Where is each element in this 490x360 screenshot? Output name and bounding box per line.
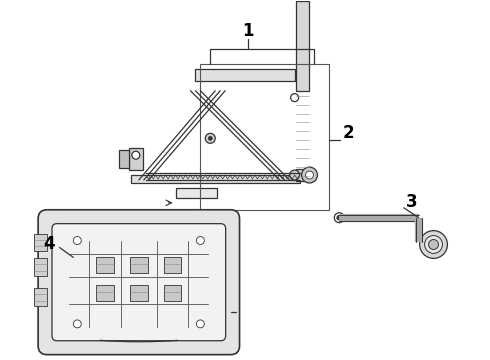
Bar (130, 257, 148, 273)
Circle shape (74, 320, 81, 328)
Bar (295, 169, 310, 181)
Circle shape (74, 237, 81, 244)
Circle shape (429, 239, 439, 249)
Circle shape (196, 320, 204, 328)
Bar (131, 175, 299, 183)
Circle shape (205, 133, 215, 143)
Bar (96, 257, 114, 273)
Text: 1: 1 (242, 22, 254, 40)
Bar (96, 285, 114, 301)
Bar (119, 150, 129, 168)
Circle shape (334, 213, 344, 223)
Circle shape (301, 167, 318, 183)
Circle shape (290, 170, 299, 180)
Bar (175, 188, 217, 198)
Bar (34, 234, 47, 251)
FancyBboxPatch shape (52, 224, 226, 341)
Circle shape (337, 215, 342, 220)
Text: 3: 3 (406, 193, 417, 211)
Text: 4: 4 (44, 235, 55, 253)
Bar (130, 285, 148, 301)
Circle shape (419, 231, 447, 258)
Bar (34, 288, 47, 306)
Bar (295, 1, 310, 91)
Circle shape (306, 171, 314, 179)
Bar (164, 285, 181, 301)
Circle shape (208, 136, 212, 140)
Circle shape (132, 151, 140, 159)
Circle shape (196, 237, 204, 244)
Text: 2: 2 (342, 124, 354, 142)
Bar (34, 258, 47, 276)
Bar (164, 257, 181, 273)
Bar (129, 148, 143, 170)
Circle shape (291, 94, 298, 102)
Circle shape (425, 235, 442, 253)
Bar (196, 69, 294, 81)
FancyBboxPatch shape (38, 210, 240, 355)
Bar (200, 64, 329, 210)
